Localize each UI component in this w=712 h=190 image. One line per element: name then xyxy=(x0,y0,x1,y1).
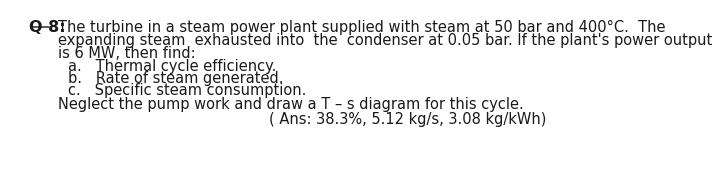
Text: The turbine in a steam power plant supplied with steam at 50 bar and 400°C.  The: The turbine in a steam power plant suppl… xyxy=(58,20,666,35)
Text: ( Ans: 38.3%, 5.12 kg/s, 3.08 kg/kWh): ( Ans: 38.3%, 5.12 kg/s, 3.08 kg/kWh) xyxy=(268,112,546,127)
Text: b.   Rate of steam generated.: b. Rate of steam generated. xyxy=(68,71,283,86)
Text: a.   Thermal cycle efficiency.: a. Thermal cycle efficiency. xyxy=(68,59,276,74)
Text: Q 8:: Q 8: xyxy=(29,20,66,35)
Text: c.   Specific steam consumption.: c. Specific steam consumption. xyxy=(68,83,307,98)
Text: Neglect the pump work and draw a T – s diagram for this cycle.: Neglect the pump work and draw a T – s d… xyxy=(58,97,524,112)
Text: expanding steam  exhausted into  the  condenser at 0.05 bar. If the plant's powe: expanding steam exhausted into the conde… xyxy=(58,33,712,48)
Text: is 6 MW, then find:: is 6 MW, then find: xyxy=(58,46,196,61)
